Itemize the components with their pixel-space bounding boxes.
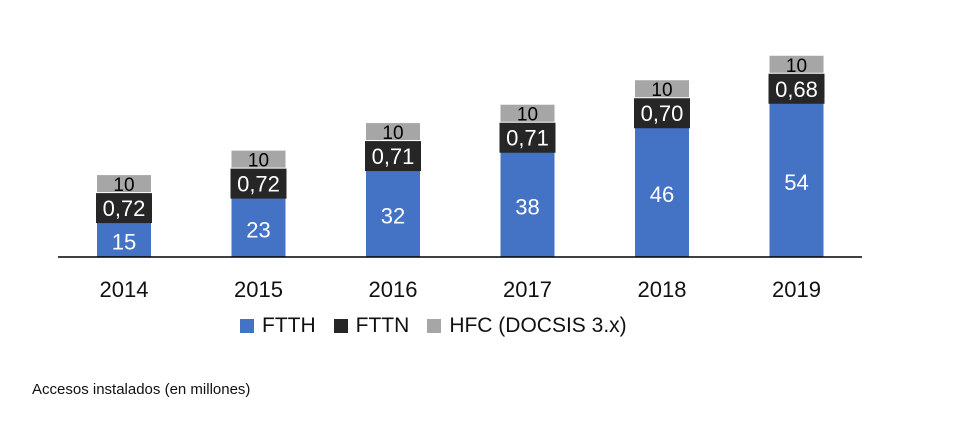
x-tick-2014: 2014 [100, 277, 149, 302]
bar-fttn-2019 [768, 73, 825, 104]
label-hfc-2019: 10 [786, 56, 807, 77]
label-fttn-2017: 0,71 [506, 126, 549, 151]
bar-fttn-2015 [230, 168, 287, 199]
x-tick-2018: 2018 [638, 277, 687, 302]
legend-swatch-hfc [427, 319, 442, 333]
label-fttn-2016: 0,71 [372, 144, 415, 169]
label-hfc-2016: 10 [382, 123, 403, 144]
legend-label-ftth: FTTH [262, 314, 316, 337]
label-hfc-2015: 10 [248, 151, 269, 172]
x-tick-2019: 2019 [772, 277, 821, 302]
bar-ftth-2019 [769, 91, 824, 257]
label-hfc-2014: 10 [113, 175, 134, 196]
x-tick-2017: 2017 [503, 277, 552, 302]
legend-item-ftth: FTTH [240, 314, 316, 338]
legend-label-hfc: HFC (DOCSIS 3.x) [449, 314, 627, 337]
label-fttn-2014: 0,72 [103, 196, 146, 221]
label-fttn-2018: 0,70 [641, 101, 684, 126]
x-tick-labels-group: 2014 2015 2016 2017 2018 2019 [100, 277, 821, 302]
legend-label-fttn: FTTN [355, 314, 410, 337]
bar-fttn-2017 [499, 122, 556, 153]
label-fttn-2019: 0,68 [775, 77, 818, 102]
bar-hfc-2018 [635, 80, 689, 98]
legend: FTTH FTTN HFC (DOCSIS 3.x) [240, 314, 645, 338]
bars-group [96, 55, 825, 258]
bar-fttn-2018 [634, 98, 690, 129]
legend-item-fttn: FTTN [333, 314, 410, 338]
label-fttn-2015: 0,72 [237, 172, 280, 197]
bar-ftth-2016 [366, 159, 420, 257]
x-tick-2015: 2015 [234, 277, 283, 302]
bar-ftth-2017 [500, 140, 555, 257]
footnote: Accesos instalados (en millones) [32, 381, 251, 398]
bar-fttn-2016 [365, 141, 421, 172]
bar-fttn-2014 [96, 193, 152, 224]
bar-hfc-2014 [97, 175, 151, 193]
value-labels-group: 150,7210230,7210320,7110380,7110460,7010… [103, 56, 818, 255]
bar-hfc-2016 [366, 123, 420, 141]
label-hfc-2018: 10 [651, 80, 672, 101]
legend-swatch-fttn [333, 319, 348, 333]
bar-hfc-2017 [500, 104, 555, 122]
label-ftth-2018: 46 [650, 182, 674, 207]
label-hfc-2017: 10 [517, 105, 538, 126]
label-ftth-2015: 23 [246, 217, 270, 242]
bar-ftth-2018 [635, 116, 689, 258]
bar-hfc-2015 [231, 150, 286, 168]
label-ftth-2014: 15 [112, 230, 136, 255]
legend-item-hfc: HFC (DOCSIS 3.x) [427, 314, 627, 338]
bar-hfc-2019 [769, 55, 824, 73]
x-tick-2016: 2016 [369, 277, 418, 302]
label-ftth-2017: 38 [515, 194, 539, 219]
label-ftth-2019: 54 [784, 170, 808, 195]
legend-swatch-ftth [240, 319, 254, 333]
label-ftth-2016: 32 [381, 204, 405, 229]
